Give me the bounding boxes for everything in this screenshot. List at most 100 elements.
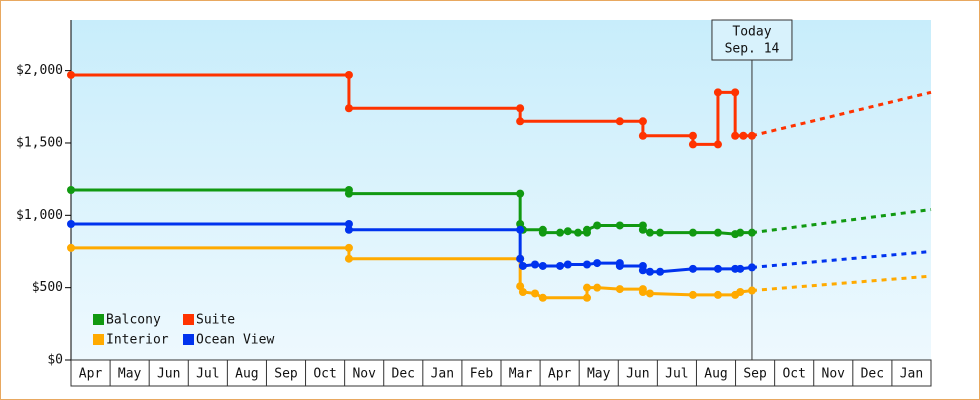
price-point bbox=[747, 286, 756, 295]
price-point bbox=[574, 228, 583, 237]
price-point bbox=[731, 88, 740, 97]
price-point bbox=[615, 285, 624, 294]
price-point bbox=[688, 290, 697, 299]
x-tick-label: Aug bbox=[704, 367, 727, 382]
price-point bbox=[516, 189, 525, 198]
price-point bbox=[67, 243, 75, 252]
price-point bbox=[593, 283, 602, 292]
price-point bbox=[713, 88, 722, 97]
x-tick-label: Jul bbox=[665, 367, 688, 382]
x-tick-label: Dec bbox=[392, 367, 415, 382]
price-point bbox=[638, 117, 647, 126]
forecast-line bbox=[751, 90, 932, 138]
y-tick-label: $1,000 bbox=[16, 208, 63, 223]
price-point bbox=[538, 261, 547, 270]
price-point bbox=[344, 225, 353, 234]
price-point bbox=[67, 220, 75, 228]
legend-swatch bbox=[183, 334, 194, 345]
price-point bbox=[713, 290, 722, 299]
price-point bbox=[688, 131, 697, 140]
x-tick-label: Nov bbox=[352, 367, 376, 382]
legend-swatch bbox=[93, 314, 104, 325]
price-point bbox=[656, 267, 665, 276]
y-tick-label: $0 bbox=[47, 353, 63, 368]
price-point bbox=[556, 228, 565, 237]
price-point bbox=[713, 228, 722, 237]
price-point bbox=[638, 288, 647, 296]
x-tick-label: Jan bbox=[900, 367, 923, 382]
legend-label: Balcony bbox=[106, 313, 161, 328]
price-point bbox=[538, 293, 547, 302]
price-point bbox=[638, 266, 647, 275]
price-point bbox=[518, 261, 527, 270]
price-point bbox=[583, 293, 591, 302]
price-point bbox=[615, 261, 624, 270]
price-point bbox=[736, 288, 745, 296]
y-tick-label: $500 bbox=[32, 280, 63, 295]
price-point bbox=[518, 288, 527, 296]
price-point bbox=[747, 263, 756, 272]
y-tick-label: $2,000 bbox=[16, 63, 63, 78]
price-point bbox=[516, 104, 525, 113]
price-line bbox=[71, 73, 752, 146]
price-point bbox=[713, 140, 722, 149]
price-point bbox=[563, 227, 572, 236]
price-point bbox=[747, 228, 756, 237]
x-tick-label: May bbox=[587, 367, 611, 382]
price-point bbox=[563, 260, 572, 269]
forecast-line bbox=[751, 208, 932, 235]
price-point bbox=[638, 225, 647, 234]
x-tick-label: Oct bbox=[313, 367, 336, 382]
price-point bbox=[556, 261, 565, 270]
legend-label: Suite bbox=[196, 313, 235, 328]
price-point bbox=[583, 225, 591, 234]
x-tick-label: Oct bbox=[782, 367, 805, 382]
today-label: Today bbox=[732, 25, 771, 40]
x-tick-label: Jan bbox=[431, 367, 454, 382]
price-point bbox=[615, 221, 624, 230]
x-tick-label: Sep bbox=[274, 367, 298, 382]
price-point bbox=[593, 221, 602, 230]
price-point bbox=[739, 131, 748, 140]
price-point bbox=[531, 260, 540, 269]
price-point bbox=[747, 131, 756, 140]
x-tick-label: Dec bbox=[861, 367, 884, 382]
price-point bbox=[688, 264, 697, 273]
price-point bbox=[516, 225, 525, 234]
price-point bbox=[656, 228, 665, 237]
price-point bbox=[645, 267, 654, 276]
price-point bbox=[516, 254, 525, 263]
price-point bbox=[344, 104, 353, 113]
y-tick-label: $1,500 bbox=[16, 135, 63, 150]
price-point bbox=[731, 131, 740, 140]
price-point bbox=[615, 117, 624, 126]
price-point bbox=[344, 70, 353, 79]
x-tick-label: Mar bbox=[509, 367, 533, 382]
legend-swatch bbox=[93, 334, 104, 345]
price-point bbox=[531, 289, 540, 298]
price-point bbox=[583, 260, 591, 269]
today-box bbox=[711, 19, 793, 61]
x-tick-label: Aug bbox=[235, 367, 258, 382]
price-point bbox=[516, 117, 525, 126]
price-point bbox=[593, 259, 602, 268]
x-tick-label: Feb bbox=[470, 367, 494, 382]
x-tick-label: Sep bbox=[743, 367, 767, 382]
price-point bbox=[713, 264, 722, 273]
price-point bbox=[344, 220, 353, 228]
x-tick-label: Apr bbox=[548, 367, 572, 382]
price-point bbox=[736, 264, 745, 273]
price-point bbox=[688, 140, 697, 149]
price-point bbox=[645, 228, 654, 237]
x-tick-label: Jun bbox=[626, 367, 649, 382]
price-point bbox=[344, 189, 353, 198]
price-point bbox=[67, 186, 75, 194]
today-label: Sep. 14 bbox=[725, 42, 780, 57]
price-point bbox=[538, 228, 547, 237]
price-point bbox=[344, 254, 353, 263]
x-tick-label: Nov bbox=[822, 367, 846, 382]
x-tick-label: Jul bbox=[196, 367, 219, 382]
x-tick-label: Apr bbox=[79, 367, 103, 382]
price-point bbox=[638, 131, 647, 140]
